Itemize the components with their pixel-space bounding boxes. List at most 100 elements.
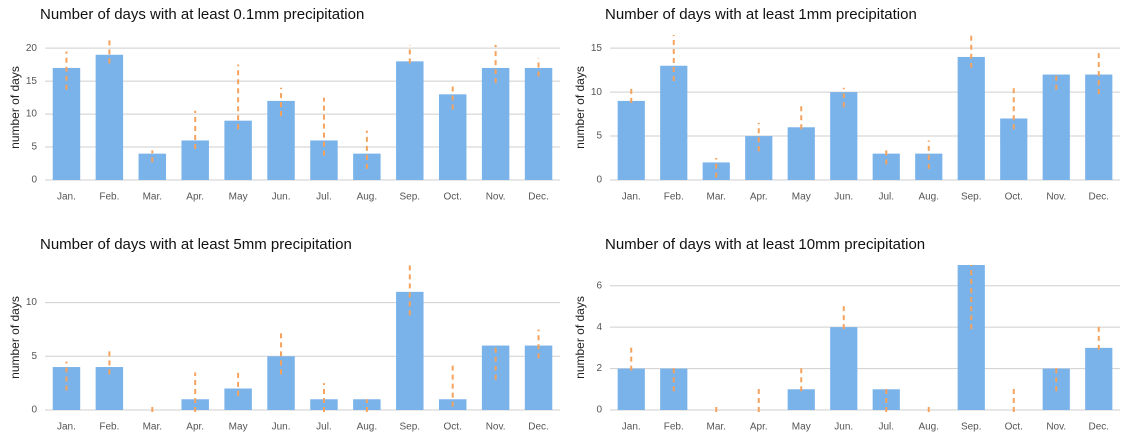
x-tick-label: Feb.	[99, 192, 119, 203]
bar	[396, 61, 424, 181]
x-tick-label: Jan.	[57, 422, 76, 433]
bar	[353, 399, 381, 410]
x-tick-label: Sep.	[961, 192, 982, 203]
x-tick-label: Feb.	[99, 422, 119, 433]
x-tick-label: Oct.	[444, 192, 462, 203]
x-tick-label: Nov.	[486, 192, 506, 203]
x-tick-label: Mar.	[707, 422, 726, 433]
y-tick-label: 5	[31, 351, 37, 362]
bar	[617, 100, 645, 180]
x-tick-label: Jun.	[834, 422, 853, 433]
bar	[787, 127, 815, 180]
panel: Number of days with at least 10mm precip…	[573, 236, 1120, 433]
bar	[1042, 74, 1070, 180]
bar	[787, 389, 815, 410]
bar	[310, 140, 338, 180]
x-tick-label: Apr.	[750, 192, 768, 203]
x-tick-label: Mar.	[707, 192, 726, 203]
bar	[1085, 347, 1113, 410]
bar	[396, 291, 424, 410]
x-tick-label: Dec.	[528, 422, 549, 433]
y-axis-label: number of days	[8, 296, 22, 379]
y-tick-label: 20	[26, 43, 38, 54]
x-tick-label: Oct.	[1005, 422, 1023, 433]
y-tick-label: 0	[31, 175, 37, 186]
x-tick-label: May	[229, 192, 248, 203]
y-tick-label: 0	[596, 405, 602, 416]
x-tick-label: Dec.	[528, 192, 549, 203]
panel: Number of days with at least 5mm precipi…	[8, 236, 560, 433]
y-tick-label: 5	[596, 131, 602, 142]
y-axis-label: number of days	[573, 296, 587, 379]
x-tick-label: Nov.	[486, 422, 506, 433]
bar	[702, 162, 730, 180]
x-tick-label: Aug.	[918, 422, 939, 433]
y-tick-label: 15	[26, 76, 38, 87]
bar	[524, 67, 553, 180]
bar	[660, 65, 688, 180]
bar	[224, 388, 252, 410]
chart-title: Number of days with at least 0.1mm preci…	[40, 6, 364, 23]
bar	[957, 56, 985, 180]
y-axis-label: number of days	[8, 66, 22, 149]
x-tick-label: Apr.	[186, 422, 204, 433]
x-tick-label: Aug.	[357, 192, 378, 203]
y-tick-label: 15	[591, 43, 603, 54]
x-tick-label: Aug.	[918, 192, 939, 203]
x-tick-label: Apr.	[750, 422, 768, 433]
x-tick-label: Jan.	[622, 192, 641, 203]
chart-title: Number of days with at least 1mm precipi…	[605, 6, 917, 23]
bar	[310, 399, 338, 410]
chart-title: Number of days with at least 10mm precip…	[605, 236, 925, 253]
x-tick-label: Dec.	[1088, 192, 1109, 203]
y-axis-label: number of days	[573, 66, 587, 149]
x-tick-label: Nov.	[1046, 192, 1066, 203]
x-tick-label: Nov.	[1046, 422, 1066, 433]
x-tick-label: Jun.	[834, 192, 853, 203]
x-tick-label: Jan.	[622, 422, 641, 433]
x-tick-label: Oct.	[1005, 192, 1023, 203]
x-tick-label: May	[229, 422, 248, 433]
bar	[957, 265, 985, 410]
y-tick-label: 0	[596, 175, 602, 186]
x-tick-label: Mar.	[143, 422, 162, 433]
panel: Number of days with at least 0.1mm preci…	[8, 6, 560, 203]
x-tick-label: Dec.	[1088, 422, 1109, 433]
y-tick-label: 10	[26, 109, 38, 120]
x-tick-label: Jun.	[272, 422, 291, 433]
panel: Number of days with at least 1mm precipi…	[573, 6, 1120, 203]
x-tick-label: Feb.	[664, 192, 684, 203]
x-tick-label: Oct.	[444, 422, 462, 433]
bar	[745, 136, 773, 180]
x-tick-label: Jan.	[57, 192, 76, 203]
x-tick-label: May	[792, 192, 811, 203]
bar	[95, 54, 124, 180]
bar	[224, 120, 252, 180]
y-tick-label: 0	[31, 405, 37, 416]
x-tick-label: Jul.	[316, 422, 332, 433]
y-tick-label: 4	[596, 322, 602, 333]
y-tick-label: 2	[596, 363, 602, 374]
x-tick-label: Jul.	[878, 192, 894, 203]
x-tick-label: Mar.	[143, 192, 162, 203]
bar	[481, 67, 510, 180]
x-tick-label: Sep.	[400, 192, 421, 203]
x-tick-label: Sep.	[961, 422, 982, 433]
bar	[181, 399, 209, 410]
y-tick-label: 10	[26, 297, 38, 308]
x-tick-label: Sep.	[400, 422, 421, 433]
x-tick-label: May	[792, 422, 811, 433]
y-tick-label: 10	[591, 87, 603, 98]
x-tick-label: Jul.	[878, 422, 894, 433]
x-tick-label: Aug.	[357, 422, 378, 433]
x-tick-label: Feb.	[664, 422, 684, 433]
y-tick-label: 5	[31, 142, 37, 153]
bar	[872, 153, 900, 180]
bar	[830, 327, 858, 410]
x-tick-label: Jul.	[316, 192, 332, 203]
x-tick-label: Jun.	[272, 192, 291, 203]
x-tick-label: Apr.	[186, 192, 204, 203]
chart-title: Number of days with at least 5mm precipi…	[40, 236, 352, 253]
bar	[617, 368, 645, 410]
